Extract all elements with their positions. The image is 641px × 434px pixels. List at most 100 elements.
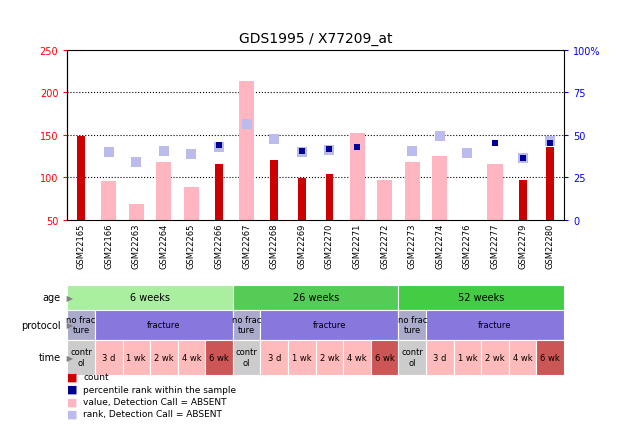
Bar xyxy=(315,340,344,375)
Bar xyxy=(488,165,503,220)
Bar xyxy=(67,340,95,375)
Text: value, Detection Call = ABSENT: value, Detection Call = ABSENT xyxy=(83,397,227,406)
Text: GSM22265: GSM22265 xyxy=(187,224,196,269)
Bar xyxy=(399,310,426,340)
Text: 4 wk: 4 wk xyxy=(347,353,367,362)
Text: 1 wk: 1 wk xyxy=(292,353,312,362)
Text: rank, Detection Call = ABSENT: rank, Detection Call = ABSENT xyxy=(83,409,222,418)
Text: ▶: ▶ xyxy=(64,320,73,329)
Text: fracture: fracture xyxy=(313,320,346,329)
Text: GSM22270: GSM22270 xyxy=(325,224,334,269)
Text: 26 weeks: 26 weeks xyxy=(292,293,339,302)
Text: GSM22268: GSM22268 xyxy=(270,224,279,269)
Text: 2 wk: 2 wk xyxy=(154,353,174,362)
Text: GSM22277: GSM22277 xyxy=(490,224,499,269)
Bar xyxy=(260,310,399,340)
Bar xyxy=(349,134,365,220)
Text: 6 wk: 6 wk xyxy=(540,353,560,362)
Text: 2 wk: 2 wk xyxy=(320,353,339,362)
Bar xyxy=(399,285,564,310)
Bar xyxy=(481,340,509,375)
Bar xyxy=(454,340,481,375)
Text: GSM22276: GSM22276 xyxy=(463,224,472,269)
Text: contr
ol: contr ol xyxy=(236,348,258,367)
Text: GSM22166: GSM22166 xyxy=(104,224,113,269)
Text: GSM22271: GSM22271 xyxy=(353,224,362,269)
Bar xyxy=(233,285,399,310)
Bar xyxy=(95,340,122,375)
Text: 52 weeks: 52 weeks xyxy=(458,293,504,302)
Bar xyxy=(95,310,233,340)
Text: GDS1995 / X77209_at: GDS1995 / X77209_at xyxy=(239,32,392,46)
Bar xyxy=(271,161,278,220)
Text: GSM22263: GSM22263 xyxy=(132,224,141,269)
Text: ■: ■ xyxy=(67,396,78,406)
Text: 2 wk: 2 wk xyxy=(485,353,505,362)
Bar xyxy=(156,162,172,220)
Text: ■: ■ xyxy=(67,384,78,394)
Text: 1 wk: 1 wk xyxy=(126,353,146,362)
Text: GSM22165: GSM22165 xyxy=(77,224,86,269)
Bar xyxy=(326,174,333,220)
Bar xyxy=(298,178,306,220)
Text: count: count xyxy=(83,372,109,381)
Text: no frac
ture: no frac ture xyxy=(232,315,262,335)
Text: contr
ol: contr ol xyxy=(401,348,423,367)
Bar xyxy=(432,157,447,220)
Text: no frac
ture: no frac ture xyxy=(67,315,96,335)
Text: ▶: ▶ xyxy=(64,293,73,302)
Bar xyxy=(101,182,116,220)
Text: protocol: protocol xyxy=(21,320,61,330)
Bar xyxy=(546,147,554,220)
Text: GSM22267: GSM22267 xyxy=(242,224,251,269)
Bar xyxy=(233,310,260,340)
Bar xyxy=(239,82,254,220)
Bar xyxy=(67,285,233,310)
Bar xyxy=(288,340,315,375)
Bar xyxy=(67,310,95,340)
Bar xyxy=(150,340,178,375)
Bar xyxy=(519,180,526,220)
Bar xyxy=(344,340,371,375)
Text: time: time xyxy=(38,352,61,362)
Bar xyxy=(537,340,564,375)
Bar xyxy=(233,340,260,375)
Text: GSM22274: GSM22274 xyxy=(435,224,444,269)
Bar xyxy=(184,188,199,220)
Text: age: age xyxy=(43,293,61,302)
Bar xyxy=(399,340,426,375)
Bar xyxy=(129,205,144,220)
Text: GSM22273: GSM22273 xyxy=(408,224,417,269)
Text: 3 d: 3 d xyxy=(267,353,281,362)
Bar xyxy=(404,162,420,220)
Text: 1 wk: 1 wk xyxy=(458,353,478,362)
Text: percentile rank within the sample: percentile rank within the sample xyxy=(83,385,237,394)
Text: 4 wk: 4 wk xyxy=(513,353,533,362)
Bar xyxy=(122,340,150,375)
Text: contr
ol: contr ol xyxy=(70,348,92,367)
Text: fracture: fracture xyxy=(478,320,512,329)
Text: GSM22264: GSM22264 xyxy=(160,224,169,269)
Text: ■: ■ xyxy=(67,408,78,418)
Bar xyxy=(178,340,205,375)
Bar xyxy=(260,340,288,375)
Text: ▶: ▶ xyxy=(64,353,73,362)
Text: 3 d: 3 d xyxy=(433,353,447,362)
Text: GSM22269: GSM22269 xyxy=(297,224,306,269)
Bar xyxy=(77,137,85,220)
Text: 6 weeks: 6 weeks xyxy=(130,293,170,302)
Text: GSM22266: GSM22266 xyxy=(215,224,224,269)
Bar xyxy=(377,180,392,220)
Bar xyxy=(426,340,454,375)
Text: 3 d: 3 d xyxy=(102,353,115,362)
Text: fracture: fracture xyxy=(147,320,181,329)
Text: 6 wk: 6 wk xyxy=(375,353,395,362)
Bar xyxy=(509,340,537,375)
Bar xyxy=(205,340,233,375)
Text: GSM22279: GSM22279 xyxy=(518,224,527,269)
Text: ■: ■ xyxy=(67,372,78,382)
Text: 4 wk: 4 wk xyxy=(181,353,201,362)
Text: GSM22272: GSM22272 xyxy=(380,224,389,269)
Text: GSM22280: GSM22280 xyxy=(545,224,554,269)
Text: 6 wk: 6 wk xyxy=(209,353,229,362)
